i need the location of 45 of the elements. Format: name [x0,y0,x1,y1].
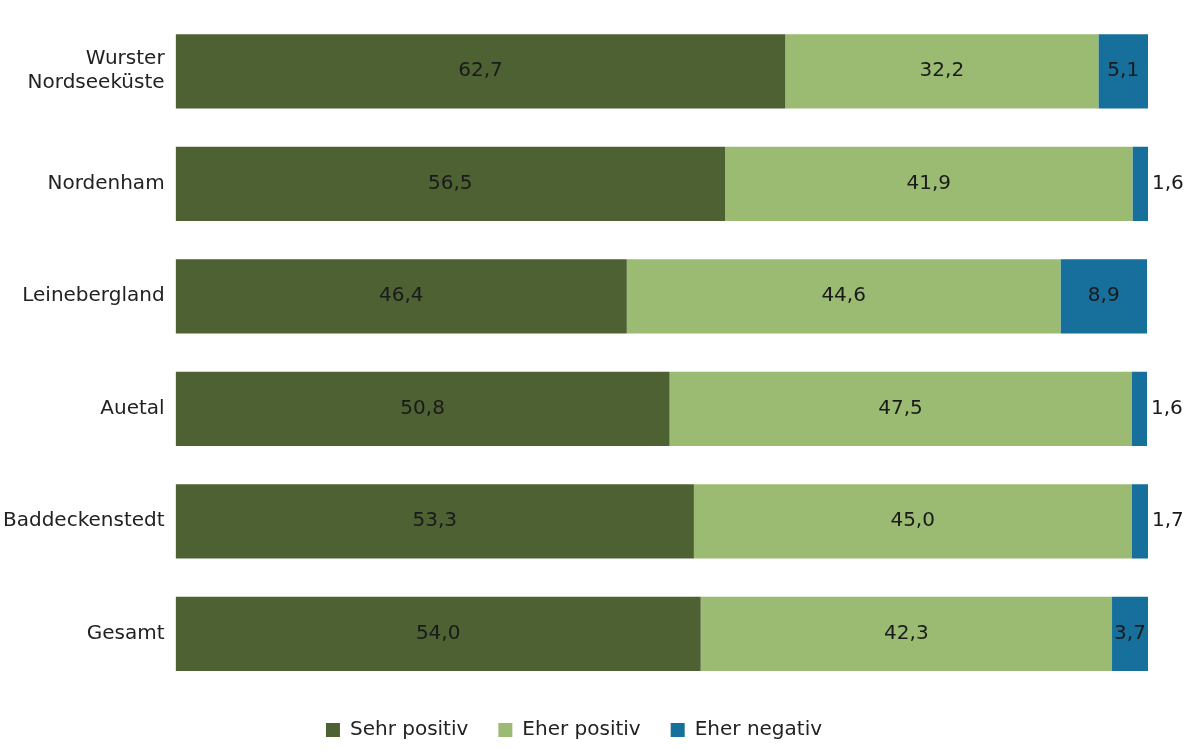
bar [785,34,1099,109]
bar [1131,484,1148,559]
data-label: 56,5 [428,169,473,194]
bar [1132,146,1148,221]
data-label: 5,1 [1107,57,1140,82]
data-label: 42,3 [884,619,929,644]
data-label: 44,6 [821,282,866,307]
bar [175,259,627,334]
data-label: 8,9 [1087,282,1120,307]
bar [175,484,694,559]
bar [1098,34,1148,109]
bar [669,371,1132,446]
legend-label: Eher positiv [522,716,641,741]
data-label: 53,3 [412,507,458,532]
bar [175,34,786,109]
bar [175,371,670,446]
bar [175,596,701,671]
y-tick-label: Leinebergland [22,282,165,307]
bar [693,484,1132,559]
data-label: 54,0 [415,619,461,644]
bar [700,596,1113,671]
legend-label: Sehr positiv [349,716,469,741]
bar [626,259,1061,334]
data-label: 32,2 [919,57,965,82]
data-label: 1,7 [1152,507,1184,532]
legend-label: Eher negativ [694,716,823,741]
y-tick-label: Gesamt [86,619,165,644]
y-tick-label: Wurster Nordseeküste [27,45,166,94]
data-label: 62,7 [458,57,503,82]
bar [725,146,1133,221]
data-label: 1,6 [1151,394,1183,419]
data-label: 41,9 [906,169,951,194]
data-label: 3,7 [1114,619,1146,644]
bar [175,146,726,221]
bar [1060,259,1148,334]
y-tick-label: Nordenham [47,169,165,194]
data-label: 1,6 [1152,169,1184,194]
data-label: 50,8 [400,394,445,419]
y-tick-label: Baddeckenstedt [3,507,165,532]
bar [1131,371,1148,446]
data-label: 47,5 [878,394,923,419]
bar [1112,596,1148,671]
y-tick-label: Auetal [100,394,165,419]
data-label: 45,0 [890,507,935,532]
data-label: 46,4 [378,282,424,307]
